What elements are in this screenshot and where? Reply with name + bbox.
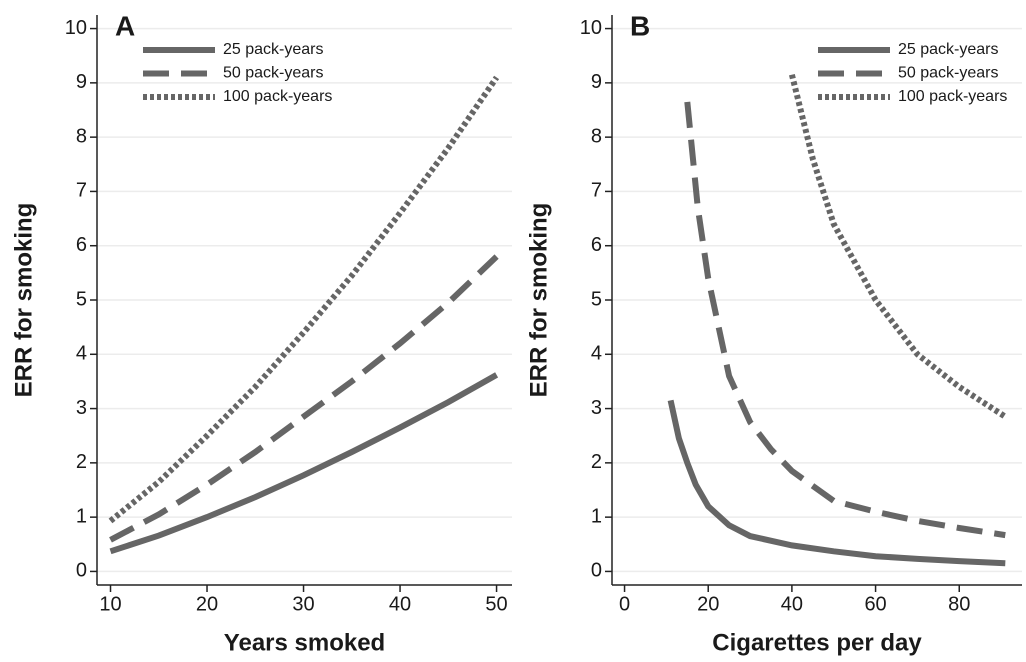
y-axis-title: ERR for smoking bbox=[525, 203, 552, 398]
line-series bbox=[667, 399, 1006, 567]
y-tick-label: 4 bbox=[591, 343, 602, 365]
y-tick-label: 6 bbox=[76, 234, 87, 256]
y-tick-label: 8 bbox=[76, 125, 87, 147]
panel-label: B bbox=[630, 10, 650, 41]
line-series bbox=[788, 73, 1007, 420]
y-tick-label: 6 bbox=[591, 234, 602, 256]
panel-label: A bbox=[115, 10, 135, 41]
y-tick-label: 1 bbox=[591, 505, 602, 527]
y-tick-label: 3 bbox=[76, 397, 87, 419]
x-tick-label: 80 bbox=[948, 593, 970, 615]
y-tick-label: 5 bbox=[76, 288, 87, 310]
y-tick-label: 2 bbox=[591, 451, 602, 473]
y-tick-label: 1 bbox=[76, 505, 87, 527]
y-axis-title: ERR for smoking bbox=[10, 203, 37, 398]
legend-label: 100 pack-years bbox=[223, 88, 332, 105]
x-tick-label: 20 bbox=[697, 593, 719, 615]
x-tick-label: 60 bbox=[864, 593, 886, 615]
legend-label: 25 pack-years bbox=[223, 41, 324, 58]
y-tick-label: 9 bbox=[76, 71, 87, 93]
y-tick-label: 10 bbox=[580, 17, 602, 39]
y-tick-label: 3 bbox=[591, 397, 602, 419]
x-tick-label: 20 bbox=[196, 593, 218, 615]
y-tick-label: 2 bbox=[76, 451, 87, 473]
legend-label: 100 pack-years bbox=[898, 88, 1007, 105]
line-series bbox=[684, 101, 1006, 539]
y-tick-label: 4 bbox=[76, 343, 87, 365]
x-tick-label: 30 bbox=[292, 593, 314, 615]
y-tick-label: 7 bbox=[591, 180, 602, 202]
y-tick-label: 0 bbox=[591, 560, 602, 582]
y-tick-label: 9 bbox=[591, 71, 602, 93]
x-tick-label: 40 bbox=[389, 593, 411, 615]
x-axis-title: Years smoked bbox=[224, 629, 385, 656]
legend-label: 25 pack-years bbox=[898, 41, 999, 58]
line-series bbox=[109, 254, 499, 543]
x-tick-label: 50 bbox=[485, 593, 507, 615]
x-axis-title: Cigarettes per day bbox=[712, 629, 922, 656]
y-tick-label: 0 bbox=[76, 560, 87, 582]
y-tick-label: 5 bbox=[591, 288, 602, 310]
x-tick-label: 0 bbox=[619, 593, 630, 615]
legend-label: 50 pack-years bbox=[223, 65, 324, 82]
y-tick-label: 10 bbox=[65, 17, 87, 39]
legend-label: 50 pack-years bbox=[898, 65, 999, 82]
x-tick-label: 10 bbox=[99, 593, 121, 615]
x-tick-label: 40 bbox=[781, 593, 803, 615]
y-tick-label: 7 bbox=[76, 180, 87, 202]
y-tick-label: 8 bbox=[591, 125, 602, 147]
line-series bbox=[109, 372, 499, 555]
line-series bbox=[108, 75, 500, 524]
